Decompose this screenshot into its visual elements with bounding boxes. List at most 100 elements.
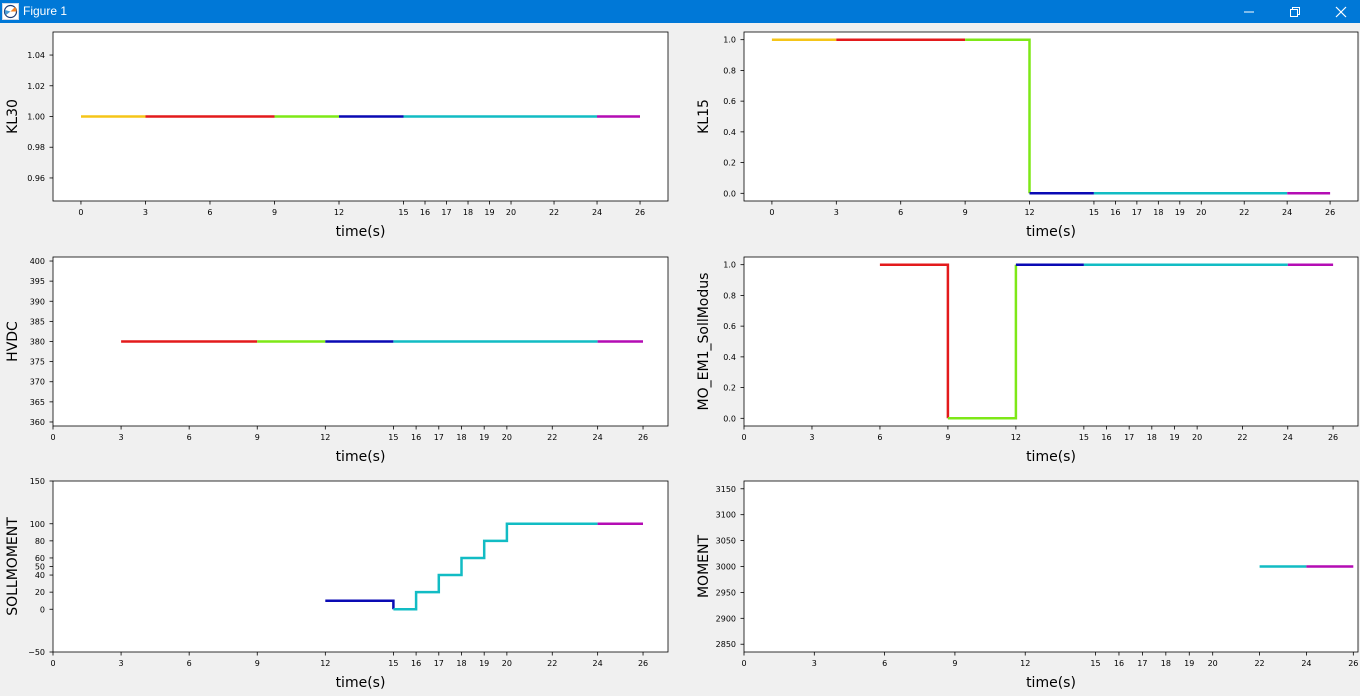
sollmoment-ytick-label: 40 <box>35 571 45 580</box>
restore-icon <box>1290 7 1300 17</box>
kl15-xtick-label: 16 <box>1110 208 1120 217</box>
hvdc-xtick-label: 20 <box>502 433 512 442</box>
kl30-xtick-label: 26 <box>635 208 645 217</box>
minimize-button[interactable] <box>1226 0 1272 23</box>
mo_em1-plot-area <box>744 257 1358 426</box>
moment-axes: 0 3 6 9 12 15 16 17 18 19 20 22 24 26 2850 2900 2950 3000… <box>696 480 1358 691</box>
sollmoment-ytick-label: 100 <box>30 520 45 529</box>
window-titlebar[interactable]: Figure 1 <box>0 0 1360 23</box>
mo_em1-xtick-label: 16 <box>1101 433 1111 442</box>
hvdc-xtick-label: 6 <box>187 433 192 442</box>
matplotlib-figure-icon <box>2 3 19 20</box>
moment-ytick-label: 2900 <box>716 614 736 623</box>
kl15-xtick-label: 17 <box>1132 208 1142 217</box>
minimize-icon <box>1244 11 1254 13</box>
kl15-xtick-label: 26 <box>1325 208 1335 217</box>
mo_em1-xtick-label: 24 <box>1283 433 1293 442</box>
mo_em1-ytick-label: 0.2 <box>723 384 736 393</box>
moment-xtick-label: 6 <box>882 659 887 668</box>
kl30-xtick-label: 24 <box>592 208 602 217</box>
moment-xlabel: time(s) <box>1026 675 1076 691</box>
mo_em1-ytick-label: 0.4 <box>723 353 736 362</box>
kl15-ytick-label: 0.4 <box>723 128 736 137</box>
hvdc-ytick-label: 390 <box>30 297 45 306</box>
hvdc-ytick-label: 385 <box>30 317 45 326</box>
kl30-xtick-label: 12 <box>334 208 344 217</box>
kl15-ytick-label: 1.0 <box>723 36 736 45</box>
kl30-xtick-label: 20 <box>506 208 516 217</box>
moment-plot-area <box>744 481 1358 652</box>
kl15-xlabel: time(s) <box>1026 224 1076 240</box>
kl30-axes: 0 3 6 9 12 15 16 17 18 19 20 22 24 26 0.96 0.98 1.00 1.02… <box>5 31 669 240</box>
kl30-xtick-label: 15 <box>398 208 408 217</box>
hvdc-xtick-label: 17 <box>434 433 444 442</box>
kl30-xtick-label: 3 <box>143 208 148 217</box>
kl30-ytick-label: 0.96 <box>27 174 45 183</box>
sollmoment-xtick-label: 18 <box>456 659 466 668</box>
mo_em1-series-red-0 <box>879 263 950 419</box>
mo_em1-axes: 0 3 6 9 12 15 16 17 18 19 20 22 24 26 0.0 0.2 0.4 0.6 0.8 1… <box>696 256 1359 465</box>
hvdc-ytick-label: 395 <box>30 277 45 286</box>
sollmoment-ylabel: SOLLMOMENT <box>5 517 21 616</box>
sollmoment-xtick-label: 9 <box>255 659 260 668</box>
moment-ytick-label: 3100 <box>716 511 736 520</box>
sollmoment-xtick-label: 17 <box>434 659 444 668</box>
kl15-xtick-label: 20 <box>1196 208 1206 217</box>
moment-xtick-label: 9 <box>952 659 957 668</box>
hvdc-xtick-label: 15 <box>388 433 398 442</box>
kl30-ylabel: KL30 <box>5 99 21 134</box>
kl30-xtick-label: 22 <box>549 208 559 217</box>
moment-xtick-label: 12 <box>1020 659 1030 668</box>
moment-xtick-label: 3 <box>812 659 817 668</box>
hvdc-xtick-label: 12 <box>320 433 330 442</box>
hvdc-xtick-label: 22 <box>547 433 557 442</box>
hvdc-ytick-label: 400 <box>30 257 45 266</box>
mo_em1-ytick-label: 1.0 <box>723 261 736 270</box>
moment-ytick-label: 3000 <box>716 563 736 572</box>
mo_em1-xtick-label: 9 <box>945 433 950 442</box>
kl15-ytick-label: 0.0 <box>723 189 736 198</box>
moment-xtick-label: 20 <box>1208 659 1218 668</box>
kl30-xtick-label: 6 <box>207 208 212 217</box>
mo_em1-xlabel: time(s) <box>1026 449 1076 465</box>
kl15-axes: 0 3 6 9 12 15 16 17 18 19 20 22 24 26 0.0 0.2 0.4 0.6 0.8 1… <box>696 31 1359 240</box>
close-button[interactable] <box>1318 0 1360 23</box>
kl15-ytick-label: 0.8 <box>723 66 736 75</box>
kl15-xtick-label: 9 <box>963 208 968 217</box>
kl30-ytick-label: 1.02 <box>27 82 45 91</box>
sollmoment-ytick-label: 0 <box>40 605 45 614</box>
mo_em1-ytick-label: 0.0 <box>723 414 736 423</box>
hvdc-ytick-label: 380 <box>30 338 45 347</box>
moment-ylabel: MOMENT <box>696 535 712 598</box>
sollmoment-xtick-label: 16 <box>411 659 421 668</box>
kl15-xtick-label: 15 <box>1089 208 1099 217</box>
moment-xtick-label: 22 <box>1254 659 1264 668</box>
sollmoment-xlabel: time(s) <box>336 675 386 691</box>
sollmoment-ytick-label: 60 <box>35 554 45 563</box>
sollmoment-xtick-label: 22 <box>547 659 557 668</box>
hvdc-xtick-label: 18 <box>456 433 466 442</box>
moment-xtick-label: 17 <box>1137 659 1147 668</box>
kl15-ytick-label: 0.2 <box>723 159 736 168</box>
figure-svg: 0 3 6 9 12 15 16 17 18 19 20 22 24 260.960.981.001.02… <box>5 31 1359 691</box>
kl30-xlabel: time(s) <box>336 224 386 240</box>
sollmoment-ytick-label: 150 <box>30 477 45 486</box>
mo_em1-xtick-label: 3 <box>809 433 814 442</box>
kl15-xtick-label: 3 <box>834 208 839 217</box>
restore-button[interactable] <box>1272 0 1318 23</box>
kl30-xtick-label: 17 <box>441 208 451 217</box>
hvdc-xtick-label: 19 <box>479 433 489 442</box>
kl30-xtick-label: 16 <box>420 208 430 217</box>
kl15-xtick-label: 12 <box>1024 208 1034 217</box>
kl30-ytick-label: 0.98 <box>27 143 45 152</box>
kl15-xtick-label: 22 <box>1239 208 1249 217</box>
sollmoment-xtick-label: 19 <box>479 659 489 668</box>
moment-ytick-label: 3150 <box>716 485 736 494</box>
moment-ytick-label: 3050 <box>716 537 736 546</box>
sollmoment-series-cyan-1 <box>393 522 598 611</box>
kl15-xtick-label: 6 <box>898 208 903 217</box>
hvdc-ytick-label: 365 <box>30 398 45 407</box>
kl30-ytick-label: 1.00 <box>27 113 45 122</box>
moment-xtick-label: 26 <box>1348 659 1358 668</box>
mo_em1-xtick-label: 0 <box>741 433 746 442</box>
